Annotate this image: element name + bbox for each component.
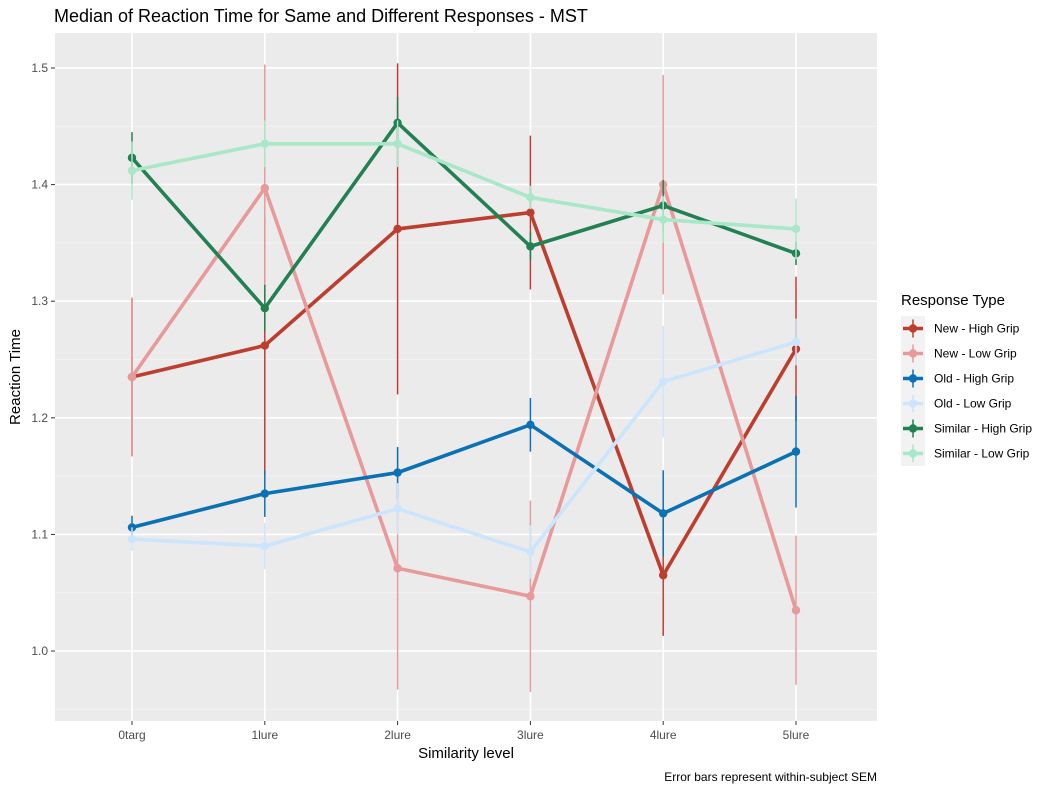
series-similar-low-grip — [127, 120, 801, 260]
x-axis-label: Similarity level — [418, 745, 514, 762]
legend-key-background — [901, 316, 925, 466]
legend-label: Similar - Low Grip — [934, 447, 1030, 461]
legend-key-point — [908, 324, 918, 333]
x-tick-label: 1lure — [251, 728, 278, 742]
data-point — [526, 242, 535, 251]
plot-panel — [55, 33, 877, 721]
data-point — [659, 509, 668, 518]
series-old-low-grip — [127, 318, 801, 579]
data-point — [659, 215, 668, 224]
data-point — [526, 193, 535, 202]
y-tick-label: 1.4 — [31, 178, 48, 192]
data-point — [393, 224, 402, 234]
data-point — [260, 541, 269, 551]
data-point — [260, 304, 269, 313]
data-point — [791, 606, 801, 615]
data-point — [260, 183, 269, 193]
data-point — [526, 592, 535, 601]
series-line — [131, 340, 797, 554]
legend-key-point — [908, 424, 918, 433]
legend-key-point — [908, 349, 918, 358]
data-point — [393, 564, 402, 573]
legend-item: Old - High Grip — [903, 369, 1014, 388]
series-line — [131, 423, 797, 530]
series-line — [130, 182, 798, 611]
data-point — [393, 504, 402, 513]
x-tick-label: 2lure — [384, 728, 411, 742]
x-axis: 0targ 1lure 2lure 3lure 4lure 5lure — [118, 721, 810, 742]
series-line — [131, 141, 797, 231]
legend-item: New - High Grip — [903, 319, 1020, 338]
data-point — [260, 489, 269, 498]
legend: Response Type New - High Grip New - Low G… — [901, 292, 1032, 466]
chart-caption: Error bars represent within-subject SEM — [664, 770, 877, 784]
data-point — [791, 224, 801, 234]
y-tick-label: 1.0 — [31, 644, 48, 658]
y-tick-label: 1.5 — [31, 61, 48, 75]
legend-item: Old - Low Grip — [903, 394, 1012, 413]
legend-items: New - High Grip New - Low Grip Old - High … — [901, 316, 1032, 466]
y-tick-label: 1.1 — [31, 527, 48, 541]
legend-label: Old - High Grip — [934, 372, 1014, 386]
data-point — [791, 337, 801, 347]
data-point — [127, 372, 137, 382]
legend-label: Similar - High Grip — [934, 422, 1032, 436]
x-tick-label: 0targ — [118, 728, 145, 742]
data-point — [526, 420, 535, 430]
legend-label: New - High Grip — [934, 322, 1020, 336]
series-layer — [127, 63, 801, 692]
legend-item: Similar - Low Grip — [903, 444, 1030, 463]
y-axis: 1.0 1.1 1.2 1.3 1.4 1.5 — [31, 61, 55, 658]
data-point — [127, 534, 137, 544]
series-old-high-grip — [127, 395, 801, 557]
data-point — [260, 341, 269, 350]
series-new-low-grip — [127, 64, 801, 692]
legend-item: Similar - High Grip — [903, 419, 1032, 438]
data-point — [260, 139, 269, 148]
y-tick-label: 1.3 — [31, 294, 48, 308]
x-tick-label: 4lure — [650, 728, 677, 742]
legend-key-point — [908, 374, 918, 383]
series-line — [130, 120, 797, 311]
series-line — [131, 210, 798, 578]
legend-title: Response Type — [901, 292, 1005, 309]
legend-label: Old - Low Grip — [934, 397, 1012, 411]
x-tick-label: 3lure — [517, 728, 544, 742]
data-point — [791, 447, 801, 456]
data-point — [127, 166, 137, 175]
data-point — [659, 571, 668, 580]
data-point — [526, 208, 535, 217]
data-point — [659, 377, 668, 386]
chart-title: Median of Reaction Time for Same and Dif… — [54, 6, 588, 26]
y-tick-label: 1.2 — [31, 411, 48, 425]
data-point — [393, 468, 402, 477]
data-point — [526, 547, 535, 557]
legend-item: New - Low Grip — [903, 344, 1017, 363]
legend-key-point — [908, 399, 918, 408]
y-axis-label: Reaction Time — [7, 329, 24, 425]
x-tick-label: 5lure — [783, 728, 810, 742]
legend-label: New - Low Grip — [934, 347, 1017, 361]
legend-key-point — [908, 449, 918, 458]
data-point — [393, 139, 402, 148]
